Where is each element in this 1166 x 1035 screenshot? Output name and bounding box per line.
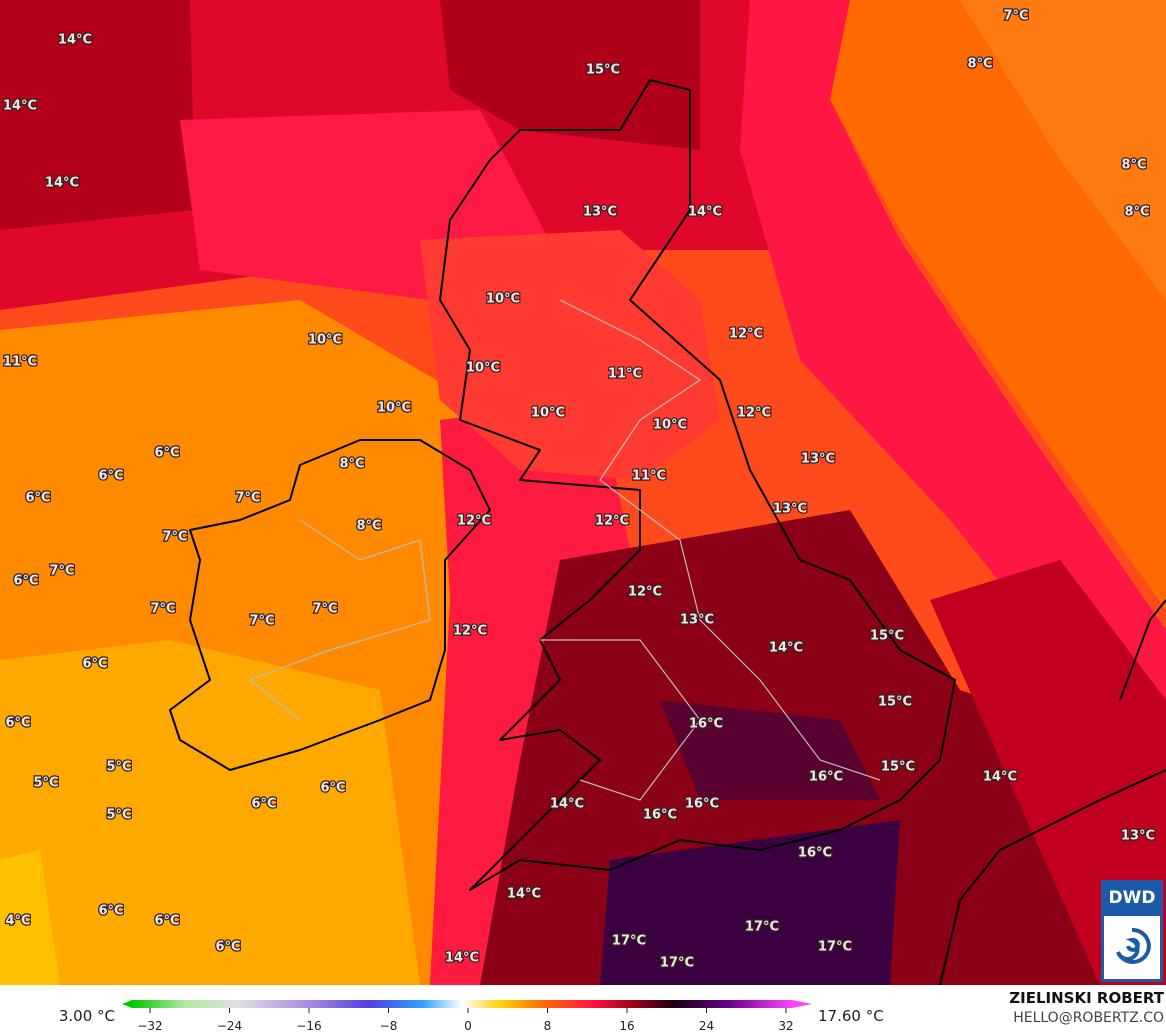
temperature-label: 8°C [339, 457, 364, 472]
temperature-label: 16°C [685, 797, 719, 812]
temperature-label: 7°C [312, 602, 337, 617]
temperature-label: 12°C [737, 406, 771, 421]
temperature-label: 15°C [878, 695, 912, 710]
temperature-label: 7°C [235, 491, 260, 506]
temperature-label: 7°C [162, 530, 187, 545]
temperature-label: 5°C [33, 776, 58, 791]
temperature-field [0, 0, 1166, 985]
colorbar-tick-label: 8 [544, 1019, 552, 1033]
temperature-label: 14°C [445, 951, 479, 966]
credit-contact: HELLO@ROBERTZ.CO [1013, 1010, 1164, 1026]
temperature-label: 12°C [595, 514, 629, 529]
temperature-label: 8°C [1121, 158, 1146, 173]
temperature-label: 13°C [1121, 829, 1155, 844]
colorbar-high-end [792, 1000, 812, 1008]
temperature-label: 12°C [729, 327, 763, 342]
temperature-label: 12°C [453, 624, 487, 639]
colorbar-min: 3.00 °C [59, 1007, 115, 1025]
logo-text: DWD [1109, 888, 1156, 908]
temperature-label: 14°C [983, 770, 1017, 785]
colorbar-low-end [122, 1000, 132, 1008]
temperature-label: 17°C [612, 934, 646, 949]
temperature-label: 10°C [377, 401, 411, 416]
temperature-label: 10°C [466, 361, 500, 376]
temperature-label: 5°C [106, 808, 131, 823]
temperature-label: 7°C [1003, 9, 1028, 24]
logo-panel [1104, 916, 1160, 979]
temperature-label: 14°C [58, 33, 92, 48]
temperature-labels: 14°C 15°C 7°C 8°C 14°C 14°C 8°C 8°C 13°C 14°C 10°C… [2, 7, 1157, 972]
colorbar-tick-label: −24 [217, 1019, 242, 1033]
temperature-label: 17°C [660, 956, 694, 971]
colorbar-tick-label: −32 [137, 1019, 162, 1033]
credit-author: ZIELINSKI ROBERT [1009, 989, 1164, 1007]
temperature-label: 12°C [628, 585, 662, 600]
temperature-label: 12°C [457, 514, 491, 529]
colorbar: 3.00 °C 17.60 °C −32 −24 −16 −8 0 8 16 24 32 [59, 1000, 884, 1033]
temperature-label: 8°C [967, 57, 992, 72]
temperature-label: 16°C [689, 717, 723, 732]
temperature-label: 16°C [809, 770, 843, 785]
temperature-label: 13°C [801, 452, 835, 467]
temperature-label: 10°C [653, 418, 687, 433]
colorbar-max: 17.60 °C [818, 1007, 884, 1025]
temperature-label: 15°C [586, 63, 620, 78]
temperature-label: 7°C [150, 602, 175, 617]
temperature-label: 16°C [643, 808, 677, 823]
temperature-label: 6°C [251, 797, 276, 812]
temperature-label: 6°C [320, 781, 345, 796]
temperature-label: 14°C [3, 99, 37, 114]
temperature-label: 6°C [154, 446, 179, 461]
logo-swirl [1116, 927, 1151, 964]
colorbar-ramp [132, 1000, 792, 1008]
colorbar-tick-label: 24 [699, 1019, 714, 1033]
temperature-label: 10°C [531, 406, 565, 421]
temperature-label: 14°C [769, 641, 803, 656]
temperature-label: 11°C [3, 355, 37, 370]
colorbar-tick-label: 0 [464, 1019, 472, 1033]
temperature-label: 14°C [507, 887, 541, 902]
temperature-label: 17°C [818, 940, 852, 955]
colorbar-tick-label: −8 [380, 1019, 398, 1033]
temperature-label: 6°C [98, 904, 123, 919]
temperature-label: 10°C [308, 333, 342, 348]
temperature-label: 13°C [583, 205, 617, 220]
temperature-label: 11°C [632, 469, 666, 484]
temperature-label: 16°C [798, 846, 832, 861]
temperature-label: 6°C [13, 574, 38, 589]
temperature-label: 14°C [688, 205, 722, 220]
temperature-label: 14°C [45, 176, 79, 191]
temperature-label: 4°C [5, 914, 30, 929]
temperature-label: 11°C [608, 367, 642, 382]
temperature-label: 10°C [486, 292, 520, 307]
temperature-label: 6°C [154, 914, 179, 929]
coastlines [169, 79, 1166, 986]
colorbar-tick-label: −16 [296, 1019, 321, 1033]
temperature-label: 6°C [25, 491, 50, 506]
temperature-label: 6°C [82, 657, 107, 672]
temperature-label: 13°C [773, 502, 807, 517]
temperature-label: 5°C [106, 760, 131, 775]
temperature-label: 6°C [5, 716, 30, 731]
temperature-label: 7°C [49, 564, 74, 579]
temperature-label: 8°C [356, 519, 381, 534]
temperature-label: 6°C [98, 469, 123, 484]
temperature-label: 6°C [215, 940, 240, 955]
colorbar-tick-label: 32 [778, 1019, 793, 1033]
temperature-label: 17°C [745, 920, 779, 935]
temperature-label: 15°C [870, 629, 904, 644]
temperature-label: 13°C [680, 613, 714, 628]
dwd-logo: DWD [1101, 880, 1163, 982]
temperature-label: 14°C [550, 797, 584, 812]
temperature-label: 7°C [249, 614, 274, 629]
colorbar-tick-label: 16 [619, 1019, 634, 1033]
temperature-label: 8°C [1124, 205, 1149, 220]
temperature-label: 15°C [881, 760, 915, 775]
